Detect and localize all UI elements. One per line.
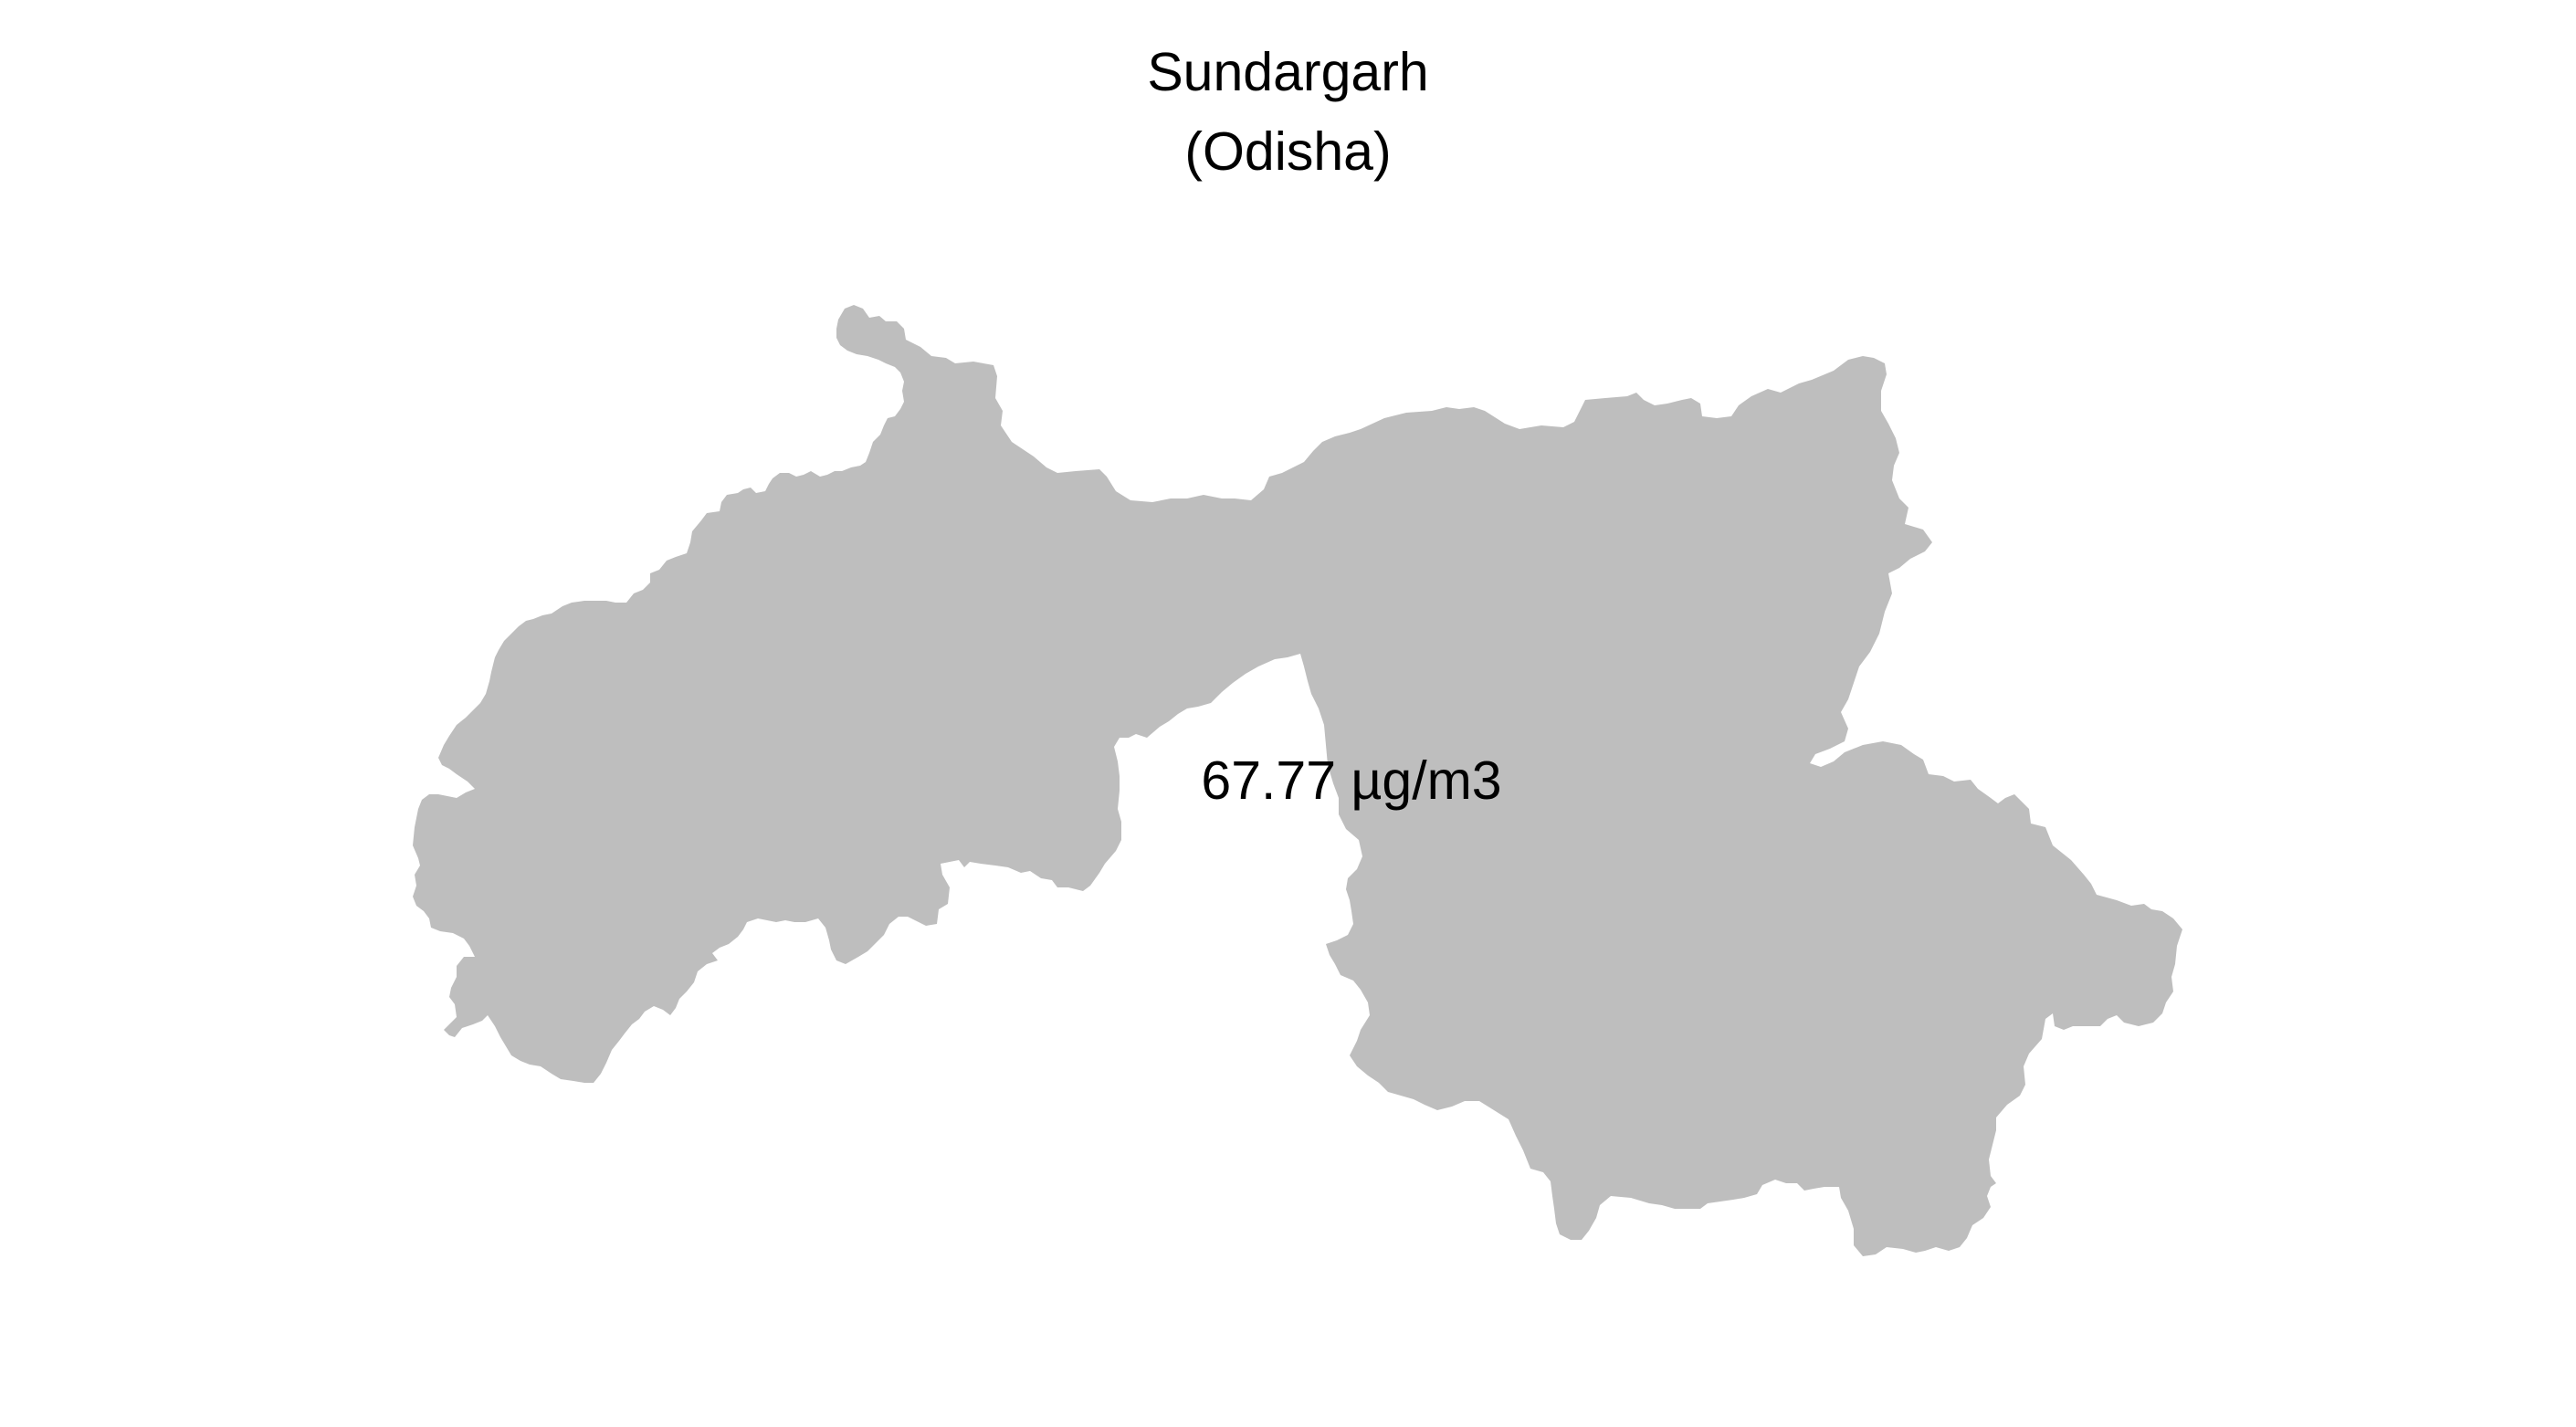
map-subtitle: (Odisha) xyxy=(1184,121,1392,182)
map-title-block: Sundargarh (Odisha) xyxy=(0,33,2576,192)
district-boundary-shape xyxy=(413,305,2182,1256)
map-title: Sundargarh xyxy=(1147,42,1429,102)
region-value-label: 67.77 µg/m3 xyxy=(1201,750,1502,811)
